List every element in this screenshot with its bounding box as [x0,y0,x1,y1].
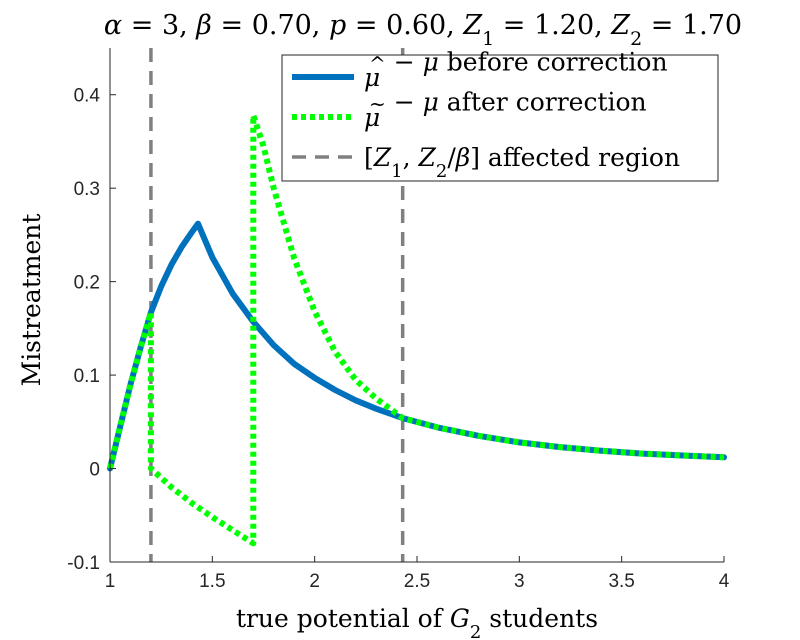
legend-label-after-part: μ [423,88,439,117]
legend-label-vlines-part: 2 [436,161,447,182]
legend-box [281,54,719,182]
legend-label-before-part: before correction [439,48,668,77]
y-tick-label: 0.1 [74,366,100,387]
x-axis-ticks: 1 1.5 2 2.5 3 3.5 4 [105,556,730,592]
legend-label-before-part: − [386,48,423,77]
legend-label-after: μ~ − μ after correction [364,88,647,133]
series-line-after [107,112,725,547]
legend-label-after-part: μ [364,103,380,132]
y-tick-label: 0 [89,460,100,481]
x-tick-label: 4 [719,571,730,592]
series-lines [107,112,727,547]
x-tick-label: 2 [309,571,320,592]
x-axis-label-text-part: 2 [470,622,481,640]
x-axis-label-text: true potential of G2 students [236,604,598,640]
title-text-part: = 0.60, [346,10,463,41]
y-axis-label-text: Mistreatment [17,214,46,387]
legend-label-vlines-part: [ [364,143,374,172]
y-tick-label: 0.2 [74,273,100,294]
title-text-part: Z [610,10,631,41]
legend-label-vlines-part: 1 [391,161,402,182]
legend-label-before-accent: ^ [369,52,386,76]
title-text-part: = 3, [122,10,196,41]
chart-title: α = 3, β = 0.70, p = 0.60, Z1 = 1.20, Z2… [104,10,742,50]
legend-label-after-accent: ~ [369,92,386,116]
x-tick-label: 3 [514,571,525,592]
x-tick-label: 1 [105,571,116,592]
legend-label-after-part: − [386,88,423,117]
legend-label-vlines-part: β [455,143,470,172]
y-tick-label: 0.3 [74,179,100,200]
legend-label-before-part: μ [423,48,439,77]
x-axis-label-text-part: G [450,604,470,633]
y-axis-ticks: -0.1 0 0.1 0.2 0.3 0.4 [67,86,116,574]
title-text-part: 2 [630,28,642,50]
title-text-part: α [104,10,122,41]
x-axis-label-text-part: true potential of [236,604,450,633]
x-tick-label: 3.5 [608,571,634,592]
legend-label-vlines-part: , [403,143,419,172]
title-text-part: = 1.20, [494,10,611,41]
legend-label-vlines-part: Z [373,143,392,172]
legend-label-vlines-part: ] affected region [470,143,680,172]
legend-label-after-part: after correction [439,88,647,117]
x-tick-label: 2.5 [404,571,430,592]
legend-label-vlines: [Z1, Z2/β] affected region [364,143,680,182]
title-text-part: 1 [482,28,494,50]
y-tick-label: 0.4 [74,86,101,107]
series-line-before [107,220,727,472]
legend-label-before-part: μ [364,63,380,92]
x-axis-label-text-part: students [481,604,598,633]
legend-label-before: μ^ − μ before correction [364,48,668,93]
legend-label-vlines-part: Z [418,143,437,172]
title-text-part: p [329,10,346,41]
y-tick-label: -0.1 [67,553,100,574]
title-text-part: = 0.70, [212,10,329,41]
title-text-part: Z [462,10,483,41]
title-text-part: β [195,10,212,41]
x-axis-label: true potential of G2 students [236,604,598,640]
title-text: α = 3, β = 0.70, p = 0.60, Z1 = 1.20, Z2… [104,10,742,50]
y-axis-label: Mistreatment [17,214,46,387]
title-text-part: = 1.70 [642,10,742,41]
x-tick-label: 1.5 [199,571,225,592]
legend-label-vlines-part: / [447,143,456,172]
